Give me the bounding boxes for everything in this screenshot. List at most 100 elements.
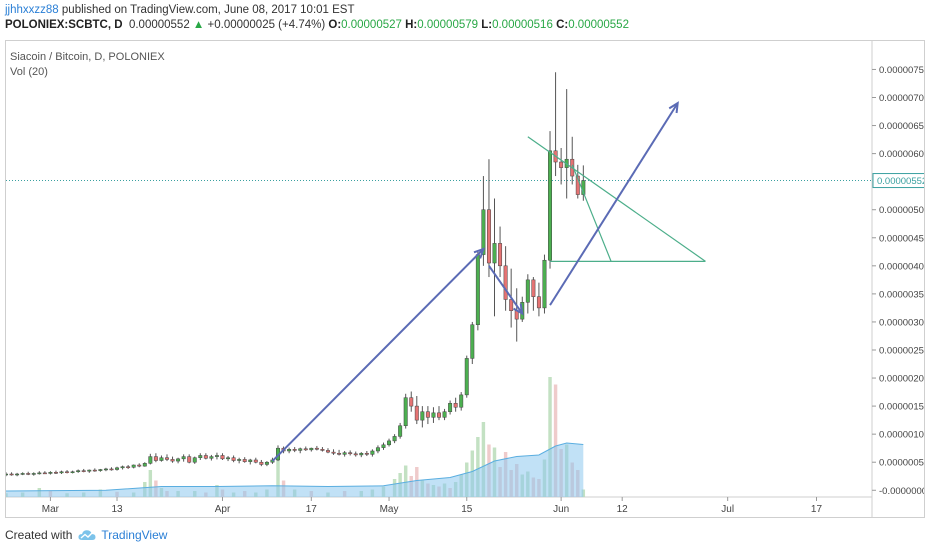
candle-up (287, 449, 292, 452)
symbol-label: POLONIEX:SCBTC, D (5, 19, 123, 31)
candle-down (153, 456, 158, 461)
candle-down (53, 472, 58, 474)
open-label: O: (328, 19, 342, 31)
candle-down (409, 397, 414, 407)
last-price-tag-label: 0.00000552 (877, 176, 924, 187)
volume-bar (403, 465, 408, 497)
arrow-head (668, 101, 679, 114)
candle-down (126, 466, 131, 468)
candle-up (192, 457, 197, 463)
candle-up (525, 279, 530, 303)
candle-down (242, 459, 247, 462)
candle-up (4, 473, 8, 476)
candle-up (209, 456, 214, 459)
candle-down (109, 468, 114, 471)
candle-up (420, 411, 425, 421)
time-tick-label: 17 (306, 504, 318, 515)
published-text: published on TradingView.com, June 08, 2… (61, 4, 355, 16)
candle-down (203, 455, 208, 459)
candle-up (37, 472, 42, 475)
candle-down (259, 461, 264, 465)
candle-down (348, 452, 353, 455)
candle-up (448, 403, 453, 412)
candle-up (103, 468, 108, 471)
candle-down (425, 411, 430, 418)
candle-up (48, 472, 53, 474)
candle-up (481, 209, 486, 255)
arrow-line (488, 265, 524, 315)
arrow-line (271, 248, 485, 462)
volume-bar (476, 437, 480, 497)
candle-up (226, 457, 231, 460)
candle-up (542, 259, 547, 309)
tradingview-brand: TradingView (101, 528, 168, 542)
created-with-text: Created with (5, 528, 73, 542)
candle-up (248, 459, 253, 462)
candle-up (387, 440, 392, 446)
time-tick-label: 15 (461, 504, 473, 515)
candle-up (298, 448, 303, 451)
candle-up (159, 457, 164, 461)
tradingview-cloud-icon (78, 530, 96, 540)
chart-legend: Siacoin / Bitcoin, D, POLONIEX Vol (20) (10, 50, 165, 80)
candle-up (59, 471, 64, 474)
legend-title: Siacoin / Bitcoin, D, POLONIEX (10, 51, 165, 63)
candle-down (92, 469, 97, 472)
candle-down (486, 209, 491, 264)
trend-line (571, 164, 612, 262)
time-tick-label: 12 (617, 504, 629, 515)
candle-up (375, 447, 380, 452)
candle-down (559, 161, 564, 168)
volume-bar (548, 377, 552, 497)
low-value: 0.00000516 (492, 19, 553, 31)
price-tick-label: -0.00000000 (879, 486, 924, 497)
time-tick-label: Mar (42, 504, 60, 515)
tradingview-link[interactable]: TradingView (78, 528, 167, 542)
price-tick-label: 0.00000050 (879, 458, 924, 469)
volume-bar (553, 384, 558, 497)
candle-up (198, 455, 203, 458)
candle-up (181, 456, 186, 460)
high-label: H: (405, 19, 418, 31)
close-value: 0.00000552 (568, 19, 629, 31)
candle-up (31, 473, 36, 475)
author-link[interactable]: jjhhxxzz88 (5, 4, 59, 16)
candle-up (342, 452, 347, 455)
close-label: C: (556, 19, 569, 31)
candle-up (15, 473, 20, 476)
time-tick-label: May (380, 504, 399, 515)
candle-up (459, 394, 464, 408)
price-change: +0.00000025 (+4.74%) (207, 19, 326, 31)
candle-down (220, 455, 225, 460)
candle-up (142, 463, 147, 467)
candle-up (370, 450, 375, 455)
candle-down (253, 459, 258, 463)
candle-up (98, 469, 103, 471)
candle-down (231, 457, 236, 461)
candle-down (353, 453, 358, 456)
candle-up (176, 458, 181, 462)
candle-up (309, 447, 314, 451)
candle-down (337, 452, 342, 455)
candle-down (453, 403, 458, 408)
candle-up (76, 470, 81, 473)
candle-up (214, 455, 219, 457)
candle-down (42, 472, 47, 475)
candle-down (437, 412, 441, 418)
candle-down (503, 265, 508, 300)
volume-ma-area (6, 443, 584, 497)
candle-down (170, 459, 175, 462)
